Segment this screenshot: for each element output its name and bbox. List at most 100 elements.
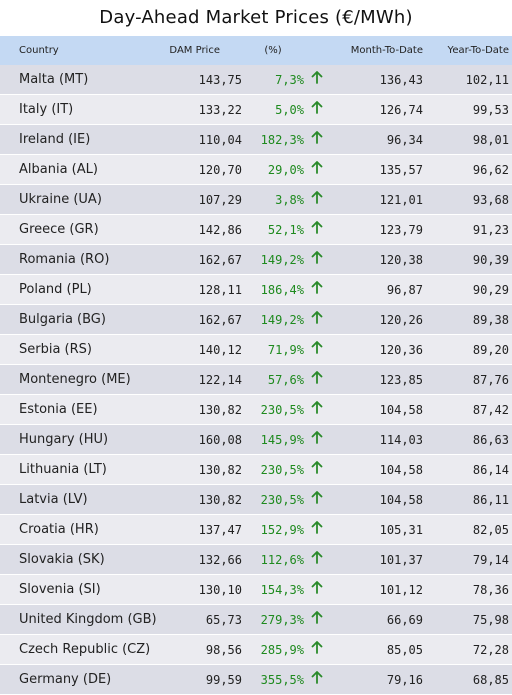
- dam-price-cell: 133,22: [198, 102, 242, 117]
- dam-price-cell: 107,29: [198, 192, 242, 207]
- table-row: Montenegro (ME) 122,14 57,6% 123,85 87,76: [0, 365, 512, 395]
- dam-price-cell: 120,70: [198, 162, 242, 177]
- arrow-up-icon: [304, 641, 330, 658]
- country-cell: Poland (PL): [19, 282, 92, 297]
- month-to-date-cell: 123,85: [379, 372, 423, 387]
- country-cell: Ukraine (UA): [19, 192, 102, 207]
- year-to-date-cell: 93,68: [472, 192, 509, 207]
- arrow-up-icon: [304, 221, 330, 238]
- percent-change-cell: 154,3%: [260, 582, 304, 597]
- month-to-date-cell: 136,43: [379, 72, 423, 87]
- table-row: Malta (MT) 143,75 7,3% 136,43 102,11: [0, 65, 512, 95]
- table-row: Latvia (LV) 130,82 230,5% 104,58 86,11: [0, 485, 512, 515]
- page-title: Day-Ahead Market Prices (€/MWh): [99, 7, 413, 28]
- table-header: Country DAM Price (%) Month-To-Date Year…: [0, 36, 512, 65]
- header-year-to-date[interactable]: Year-To-Date: [447, 45, 509, 56]
- percent-change-cell: 152,9%: [260, 522, 304, 537]
- month-to-date-cell: 114,03: [379, 432, 423, 447]
- table-row: Czech Republic (CZ) 98,56 285,9% 85,05 72,28: [0, 635, 512, 665]
- header-percent[interactable]: (%): [264, 45, 282, 56]
- percent-change-cell: 71,9%: [267, 342, 304, 357]
- arrow-up-icon: [304, 461, 330, 478]
- dam-price-cell: 143,75: [198, 72, 242, 87]
- table-row: Romania (RO) 162,67 149,2% 120,38 90,39: [0, 245, 512, 275]
- year-to-date-cell: 90,39: [472, 252, 509, 267]
- arrow-up-icon: [304, 131, 330, 148]
- country-cell: Albania (AL): [19, 162, 98, 177]
- arrow-up-icon: [304, 581, 330, 598]
- arrow-up-icon: [304, 491, 330, 508]
- country-cell: Malta (MT): [19, 72, 89, 87]
- table-row: Italy (IT) 133,22 5,0% 126,74 99,53: [0, 95, 512, 125]
- month-to-date-cell: 120,38: [379, 252, 423, 267]
- country-cell: Greece (GR): [19, 222, 99, 237]
- year-to-date-cell: 96,62: [472, 162, 509, 177]
- month-to-date-cell: 104,58: [379, 462, 423, 477]
- year-to-date-cell: 89,20: [472, 342, 509, 357]
- percent-change-cell: 230,5%: [260, 492, 304, 507]
- arrow-up-icon: [304, 611, 330, 628]
- month-to-date-cell: 120,36: [379, 342, 423, 357]
- country-cell: Slovenia (SI): [19, 582, 101, 597]
- year-to-date-cell: 98,01: [472, 132, 509, 147]
- header-country[interactable]: Country: [19, 45, 59, 56]
- arrow-up-icon: [304, 401, 330, 418]
- year-to-date-cell: 75,98: [472, 612, 509, 627]
- dam-price-cell: 140,12: [198, 342, 242, 357]
- country-cell: Germany (DE): [19, 672, 112, 687]
- header-dam-price[interactable]: DAM Price: [169, 45, 220, 56]
- percent-change-cell: 3,8%: [275, 192, 304, 207]
- table-row: Serbia (RS) 140,12 71,9% 120,36 89,20: [0, 335, 512, 365]
- month-to-date-cell: 121,01: [379, 192, 423, 207]
- dam-price-cell: 137,47: [198, 522, 242, 537]
- percent-change-cell: 5,0%: [275, 102, 304, 117]
- dam-price-cell: 162,67: [198, 312, 242, 327]
- country-cell: Montenegro (ME): [19, 372, 131, 387]
- table-row: Lithuania (LT) 130,82 230,5% 104,58 86,14: [0, 455, 512, 485]
- country-cell: Ireland (IE): [19, 132, 91, 147]
- year-to-date-cell: 86,14: [472, 462, 509, 477]
- dam-price-cell: 162,67: [198, 252, 242, 267]
- dam-price-cell: 132,66: [198, 552, 242, 567]
- table-row: Germany (DE) 99,59 355,5% 79,16 68,85: [0, 665, 512, 695]
- table-row: Ukraine (UA) 107,29 3,8% 121,01 93,68: [0, 185, 512, 215]
- dam-price-cell: 142,86: [198, 222, 242, 237]
- dam-price-cell: 65,73: [205, 612, 242, 627]
- month-to-date-cell: 104,58: [379, 492, 423, 507]
- month-to-date-cell: 66,69: [386, 612, 423, 627]
- year-to-date-cell: 82,05: [472, 522, 509, 537]
- year-to-date-cell: 89,38: [472, 312, 509, 327]
- percent-change-cell: 145,9%: [260, 432, 304, 447]
- arrow-up-icon: [304, 281, 330, 298]
- year-to-date-cell: 68,85: [472, 672, 509, 687]
- arrow-up-icon: [304, 101, 330, 118]
- country-cell: Estonia (EE): [19, 402, 98, 417]
- percent-change-cell: 355,5%: [260, 672, 304, 687]
- arrow-up-icon: [304, 191, 330, 208]
- month-to-date-cell: 123,79: [379, 222, 423, 237]
- dam-price-cell: 160,08: [198, 432, 242, 447]
- header-month-to-date[interactable]: Month-To-Date: [350, 45, 423, 56]
- dam-price-cell: 130,10: [198, 582, 242, 597]
- arrow-up-icon: [304, 311, 330, 328]
- table-row: Albania (AL) 120,70 29,0% 135,57 96,62: [0, 155, 512, 185]
- month-to-date-cell: 101,12: [379, 582, 423, 597]
- country-cell: Hungary (HU): [19, 432, 109, 447]
- month-to-date-cell: 104,58: [379, 402, 423, 417]
- percent-change-cell: 57,6%: [267, 372, 304, 387]
- dam-price-cell: 98,56: [205, 642, 242, 657]
- year-to-date-cell: 90,29: [472, 282, 509, 297]
- month-to-date-cell: 101,37: [379, 552, 423, 567]
- table-row: Bulgaria (BG) 162,67 149,2% 120,26 89,38: [0, 305, 512, 335]
- year-to-date-cell: 78,36: [472, 582, 509, 597]
- month-to-date-cell: 135,57: [379, 162, 423, 177]
- table-row: Greece (GR) 142,86 52,1% 123,79 91,23: [0, 215, 512, 245]
- table-row: United Kingdom (GB) 65,73 279,3% 66,69 75,98: [0, 605, 512, 635]
- month-to-date-cell: 96,34: [386, 132, 423, 147]
- country-cell: Czech Republic (CZ): [19, 642, 151, 657]
- country-cell: Italy (IT): [19, 102, 74, 117]
- country-cell: United Kingdom (GB): [19, 612, 157, 627]
- table-row: Ireland (IE) 110,04 182,3% 96,34 98,01: [0, 125, 512, 155]
- year-to-date-cell: 86,63: [472, 432, 509, 447]
- country-cell: Slovakia (SK): [19, 552, 105, 567]
